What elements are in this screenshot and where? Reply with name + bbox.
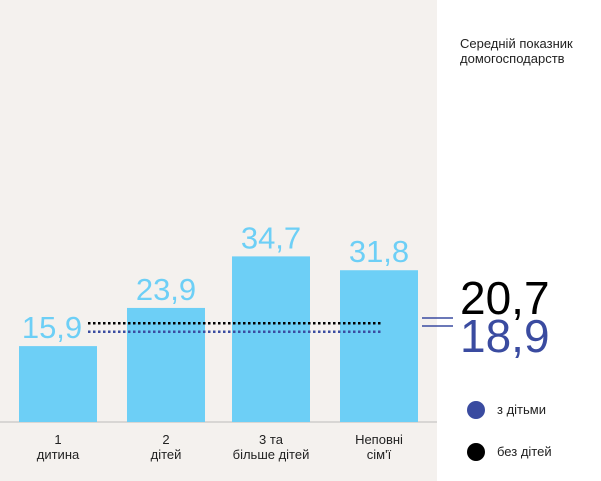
reference-value: 18,9 xyxy=(460,310,550,362)
category-label: 1 дитина xyxy=(36,432,80,462)
bar xyxy=(232,256,310,422)
category-label: 3 та більше дітей xyxy=(232,432,310,462)
legend-label: без дітей xyxy=(497,444,552,459)
bar xyxy=(127,307,205,422)
reference-panel xyxy=(437,0,601,481)
category-label: Неповні сім'ї xyxy=(355,432,403,462)
legend-label: з дітьми xyxy=(497,402,546,417)
value-label: 23,9 xyxy=(136,272,196,307)
legend-marker xyxy=(467,401,485,419)
value-label: 31,8 xyxy=(349,234,409,269)
bar xyxy=(19,346,97,422)
value-label: 34,7 xyxy=(241,220,301,255)
reference-value: 20,7 xyxy=(460,272,550,324)
legend-marker xyxy=(467,443,485,461)
value-label: 15,9 xyxy=(22,310,82,345)
reference-title: Середній показник домогосподарств xyxy=(460,36,573,66)
bar xyxy=(340,270,418,422)
category-label: 2 дітей xyxy=(150,432,182,462)
